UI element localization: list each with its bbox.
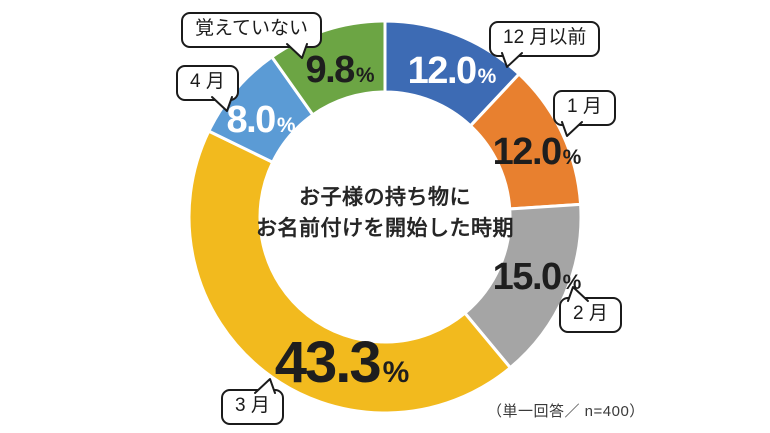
label-bubble-january: 1 月 [553, 90, 616, 137]
percent-sign: % [562, 271, 582, 294]
percent-sign: % [477, 65, 497, 88]
label-bubble-dont-remember: 覚えていない [181, 12, 323, 59]
donut-slice-3 [187, 129, 513, 415]
percent-sign: % [276, 114, 296, 137]
label-bubble-december-or-before: 12 月以前 [489, 21, 601, 68]
value-label-april: 8.0% [226, 101, 295, 139]
value-number: 12.0 [407, 50, 477, 92]
chart-title-line-1: お子様の持ち物に [299, 186, 471, 209]
callout-tail-icon [501, 51, 523, 68]
percent-sign: % [562, 146, 582, 169]
callout-tail-icon [210, 95, 233, 112]
callout-tail-icon [561, 120, 583, 137]
callout-tail-icon [567, 286, 589, 302]
value-number: 8.0 [226, 99, 276, 141]
callout-tail-icon [253, 378, 276, 394]
value-label-december-or-before: 12.0% [408, 52, 497, 90]
value-number: 15.0 [492, 256, 562, 298]
value-label-dont-remember: 9.8% [305, 51, 374, 89]
callout-tail-icon [286, 42, 309, 59]
bubble-text: 2 月 [573, 303, 608, 324]
chart-title-line-2: お名前付けを開始した時期 [256, 217, 514, 240]
bubble-text: 3 月 [235, 395, 270, 416]
bubble-text: 4 月 [190, 71, 225, 92]
percent-sign: % [355, 64, 375, 87]
chart-center-title: お子様の持ち物に お名前付けを開始した時期 [256, 182, 514, 244]
value-label-january: 12.0% [493, 133, 582, 171]
value-label-march: 43.3% [275, 334, 410, 392]
survey-note: （単一回答／ n=400） [487, 403, 645, 420]
value-number: 9.8 [305, 49, 355, 91]
value-number: 12.0 [492, 131, 562, 173]
label-bubble-february: 2 月 [559, 286, 622, 333]
label-bubble-march: 3 月 [221, 378, 284, 425]
bubble-text: 覚えていない [195, 18, 309, 39]
percent-sign: % [382, 356, 410, 389]
label-bubble-april: 4 月 [176, 65, 239, 112]
bubble-text: 12 月以前 [503, 27, 587, 48]
value-number: 43.3 [274, 330, 382, 395]
bubble-text: 1 月 [567, 96, 602, 117]
value-label-february: 15.0% [493, 258, 582, 296]
